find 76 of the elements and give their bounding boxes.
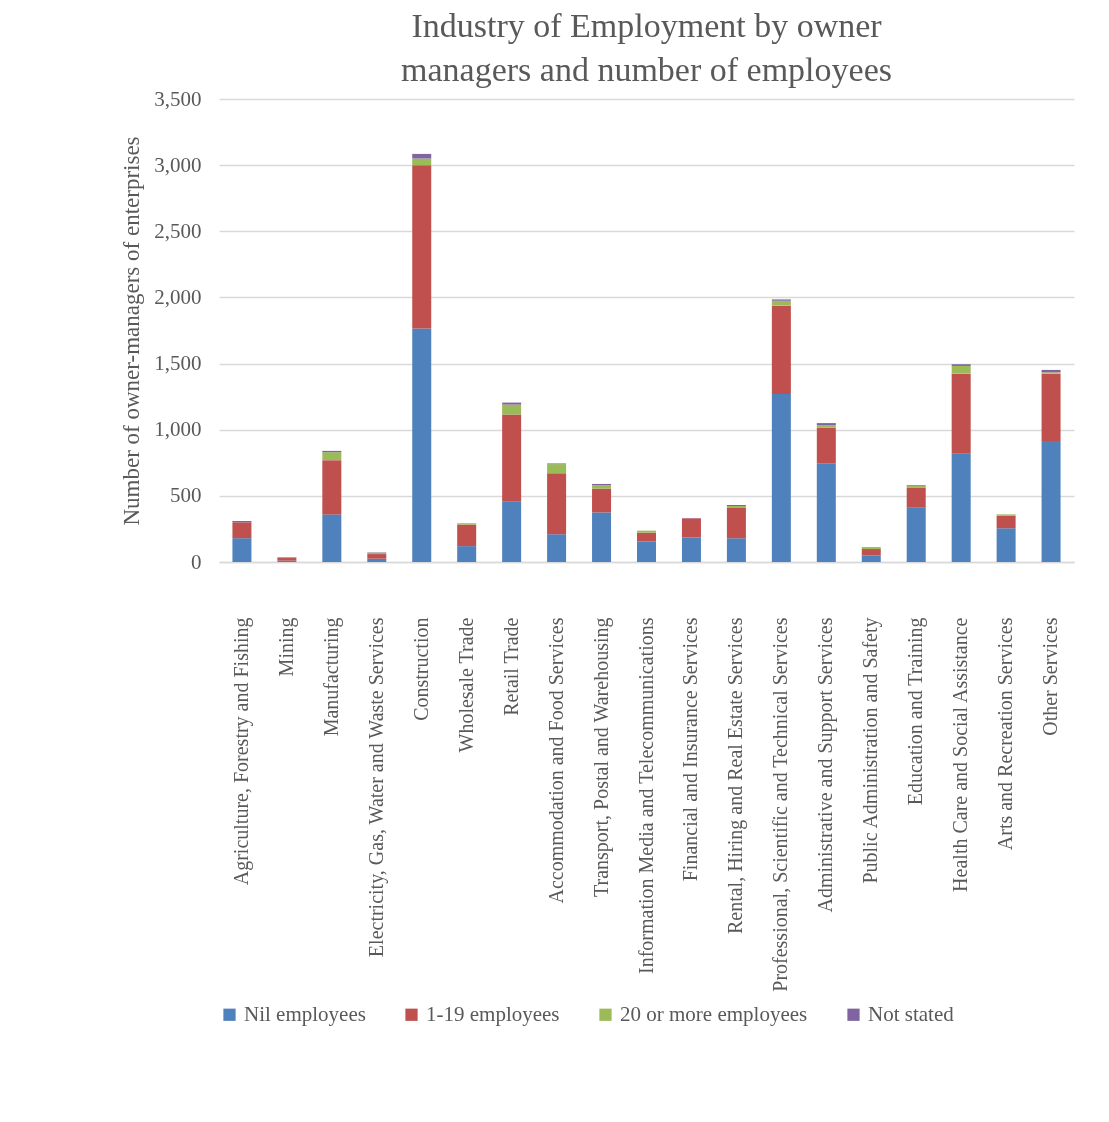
bar [457, 546, 477, 562]
bar [547, 473, 567, 535]
x-tick-label: Agriculture, Forestry and Fishing [229, 617, 253, 886]
bar [861, 555, 881, 562]
bar [816, 463, 836, 562]
bar [637, 541, 656, 562]
bar [322, 460, 342, 515]
bar [322, 514, 342, 562]
bar [996, 528, 1016, 562]
x-tick-label: Manufacturing [319, 617, 343, 737]
bar [951, 453, 971, 562]
bar [726, 538, 746, 562]
bar [906, 487, 926, 508]
legend-label: Nil employees [244, 1001, 366, 1026]
bar [906, 507, 926, 562]
y-axis-title: Number of owner-managers of enterprises [119, 136, 145, 526]
y-tick-label: 3,000 [154, 152, 202, 177]
x-tick-label: Accommodation and Food Services [544, 617, 567, 904]
bar [681, 537, 701, 562]
x-tick-label: Health Care and Social Assistance [949, 617, 972, 892]
bar [412, 158, 432, 166]
bar [592, 512, 612, 562]
bar [412, 153, 432, 159]
x-tick-label: Education and Training [904, 617, 928, 806]
bar [412, 165, 432, 329]
y-tick-label: 500 [170, 483, 202, 508]
bar [367, 554, 387, 559]
bar [367, 558, 387, 562]
y-tick-label: 3,500 [154, 86, 202, 111]
bar [861, 549, 881, 556]
bar [547, 464, 567, 474]
chart-title: Industry of Employment by owner managers and number of employees [401, 7, 892, 88]
x-tick-label: Construction [409, 617, 432, 721]
y-tick-label: 2,500 [154, 218, 202, 243]
bar [232, 538, 252, 562]
x-tick-label: Public Administration and Safety [859, 617, 883, 884]
y-tick-label: 1,500 [154, 351, 202, 376]
bar [1041, 373, 1061, 441]
bar [502, 404, 522, 415]
x-tick-label: Professional, Scientific and Technical Services [769, 617, 792, 992]
bar [771, 305, 791, 394]
x-tick-label: Transport, Postal and Warehousing [589, 617, 613, 897]
bar [771, 300, 791, 306]
bar [592, 488, 612, 513]
bar [996, 515, 1016, 529]
bar [502, 414, 522, 502]
x-tick-label: Financial and Insurance Services [679, 617, 702, 882]
bar [322, 452, 342, 461]
bar [951, 373, 971, 454]
bar [771, 394, 791, 562]
x-tick-label: Wholesale Trade [454, 617, 477, 753]
bar [547, 534, 567, 562]
x-tick-label: Information Media and Telecommunications [634, 617, 657, 974]
bar [502, 501, 522, 562]
bar [232, 522, 252, 539]
legend-label: Not stated [868, 1001, 955, 1026]
x-tick-label: Administrative and Support Services [814, 617, 838, 913]
bar [1041, 440, 1061, 562]
x-tick-label: Other Services [1039, 617, 1062, 736]
x-tick-label: Arts and Recreation Services [994, 617, 1017, 851]
bar [412, 328, 432, 562]
bar [681, 518, 701, 538]
x-tick-label: Electricity, Gas, Water and Waste Services [364, 617, 388, 958]
bar [637, 532, 656, 542]
y-tick-label: 0 [191, 549, 202, 574]
y-tick-label: 2,000 [154, 284, 202, 309]
y-tick-label: 1,000 [154, 417, 202, 442]
x-tick-label: Rental, Hiring and Real Estate Services [724, 617, 748, 935]
bar [951, 365, 971, 374]
bar [726, 508, 746, 539]
x-tick-label: Retail Trade [499, 617, 522, 716]
bar [457, 524, 477, 547]
legend-label: 1-19 employees [426, 1001, 560, 1026]
legend-label: 20 or more employees [620, 1001, 808, 1026]
bar [816, 427, 836, 464]
x-tick-label: Mining [274, 617, 298, 677]
